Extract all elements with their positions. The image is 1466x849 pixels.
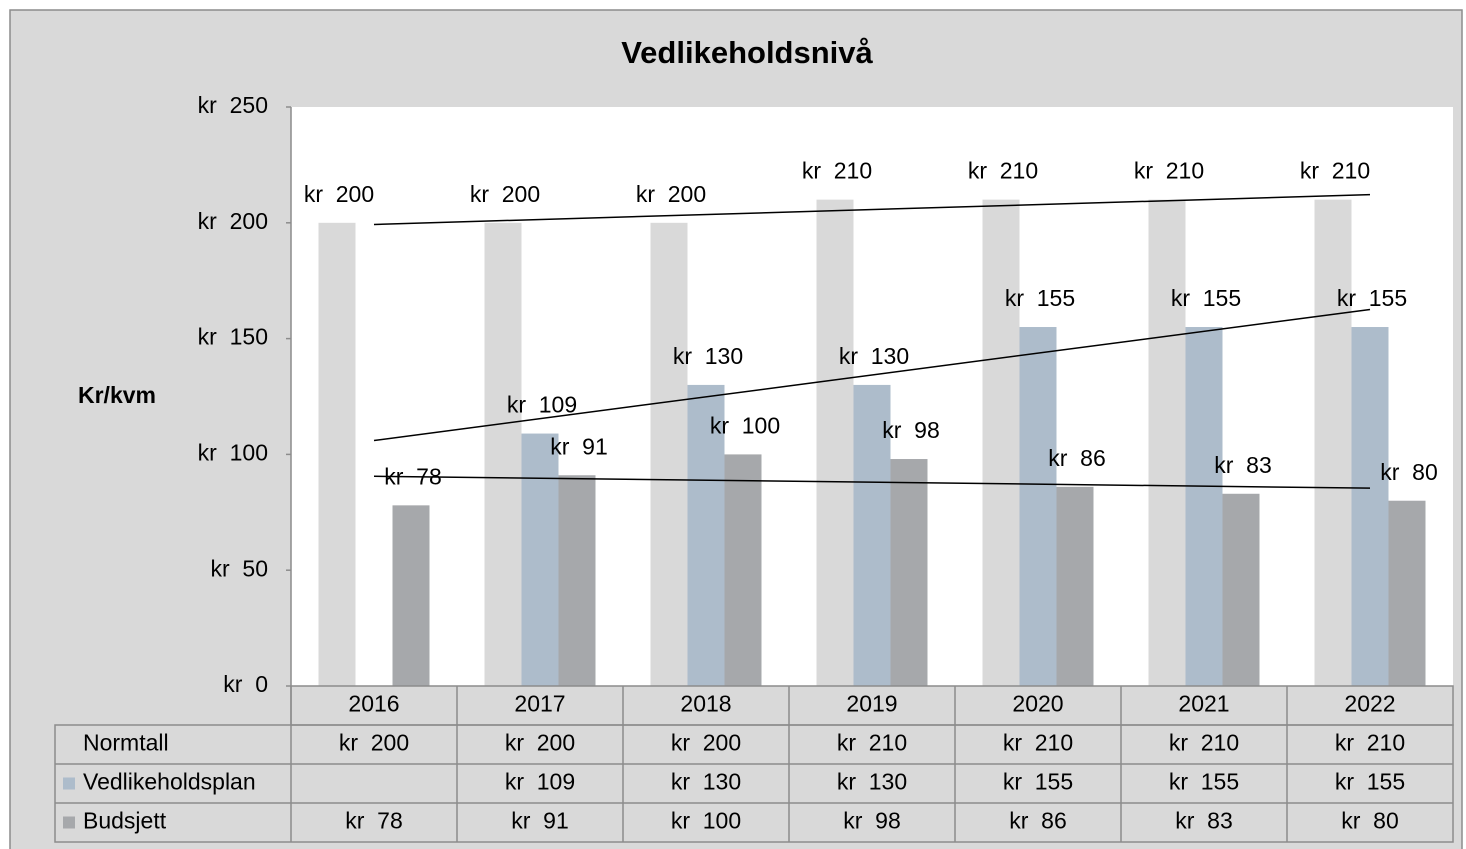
x-tick-label: 2017 bbox=[514, 691, 565, 717]
data-label: kr 210 bbox=[802, 158, 872, 184]
chart-title: Vedlikeholdsnivå bbox=[621, 35, 873, 70]
table-cell: kr 210 bbox=[837, 730, 907, 756]
bar bbox=[484, 222, 522, 687]
table-cell: kr 210 bbox=[1003, 730, 1073, 756]
table-cell: kr 83 bbox=[1175, 808, 1233, 834]
table-cell: kr 155 bbox=[1169, 769, 1239, 795]
bar bbox=[1388, 500, 1426, 686]
y-tick-label: kr 150 bbox=[198, 324, 268, 350]
table-frame bbox=[54, 724, 1454, 843]
data-label: kr 200 bbox=[636, 181, 706, 207]
trendline bbox=[373, 475, 1371, 489]
data-label: kr 200 bbox=[304, 181, 374, 207]
table-cell: kr 100 bbox=[671, 808, 741, 834]
data-label: kr 210 bbox=[1300, 158, 1370, 184]
y-tick-label: kr 100 bbox=[198, 439, 268, 465]
bar bbox=[1148, 199, 1186, 686]
y-tick-label: kr 50 bbox=[210, 555, 268, 581]
bar bbox=[982, 199, 1020, 686]
bar bbox=[318, 222, 356, 687]
bar bbox=[521, 433, 559, 686]
bar bbox=[1056, 486, 1094, 686]
x-tick-label: 2016 bbox=[348, 691, 399, 717]
data-label: kr 155 bbox=[1005, 285, 1075, 311]
trendline bbox=[373, 308, 1371, 442]
bar bbox=[1222, 493, 1260, 686]
legend-label: Budsjett bbox=[83, 808, 167, 834]
bar bbox=[392, 505, 430, 686]
data-label: kr 155 bbox=[1337, 285, 1407, 311]
table-cell: kr 200 bbox=[671, 730, 741, 756]
trendline bbox=[373, 193, 1371, 226]
bar bbox=[1185, 327, 1223, 686]
legend-label: Normtall bbox=[83, 730, 169, 756]
table-cell: kr 98 bbox=[843, 808, 901, 834]
data-label: kr 98 bbox=[882, 417, 940, 443]
table-cell: kr 210 bbox=[1169, 730, 1239, 756]
data-label: kr 100 bbox=[710, 412, 780, 438]
x-tick-label: 2022 bbox=[1344, 691, 1395, 717]
bar bbox=[1019, 327, 1057, 686]
data-label: kr 86 bbox=[1048, 445, 1106, 471]
bar bbox=[558, 475, 596, 686]
bar bbox=[650, 222, 688, 687]
bar bbox=[1351, 327, 1389, 686]
data-label: kr 210 bbox=[1134, 158, 1204, 184]
legend-key bbox=[63, 777, 75, 790]
legend-key bbox=[63, 816, 75, 829]
y-tick-label: kr 200 bbox=[198, 208, 268, 234]
bar bbox=[1314, 199, 1352, 686]
table-cell: kr 80 bbox=[1341, 808, 1399, 834]
legend-label: Vedlikeholdsplan bbox=[83, 769, 256, 795]
data-label: kr 83 bbox=[1214, 452, 1272, 478]
x-tick-label: 2021 bbox=[1178, 691, 1229, 717]
x-tick-label: 2020 bbox=[1012, 691, 1063, 717]
data-label: kr 80 bbox=[1380, 459, 1438, 485]
data-label: kr 109 bbox=[507, 392, 577, 418]
table-cell: kr 91 bbox=[511, 808, 569, 834]
x-tick-label: 2019 bbox=[846, 691, 897, 717]
bar bbox=[724, 454, 762, 686]
bar bbox=[890, 459, 928, 686]
table-cell: kr 210 bbox=[1335, 730, 1405, 756]
table-cell: kr 130 bbox=[837, 769, 907, 795]
x-tick-label: 2018 bbox=[680, 691, 731, 717]
table-cell: kr 155 bbox=[1003, 769, 1073, 795]
data-label: kr 130 bbox=[839, 343, 909, 369]
data-label: kr 130 bbox=[673, 343, 743, 369]
table-cell: kr 109 bbox=[505, 769, 575, 795]
table-cell: kr 130 bbox=[671, 769, 741, 795]
y-tick-label: kr 250 bbox=[198, 92, 268, 118]
table-cell: kr 200 bbox=[339, 730, 409, 756]
bar bbox=[816, 199, 854, 686]
table-cell: kr 86 bbox=[1009, 808, 1067, 834]
table-cell: kr 155 bbox=[1335, 769, 1405, 795]
table-cell: kr 200 bbox=[505, 730, 575, 756]
bar bbox=[687, 384, 725, 686]
data-label: kr 200 bbox=[470, 181, 540, 207]
table-cell: kr 78 bbox=[345, 808, 403, 834]
y-tick-label: kr 0 bbox=[223, 671, 268, 697]
data-label: kr 155 bbox=[1171, 285, 1241, 311]
data-label: kr 91 bbox=[550, 433, 608, 459]
data-label: kr 210 bbox=[968, 158, 1038, 184]
y-axis-title: Kr/kvm bbox=[78, 382, 156, 408]
bar bbox=[853, 384, 891, 686]
